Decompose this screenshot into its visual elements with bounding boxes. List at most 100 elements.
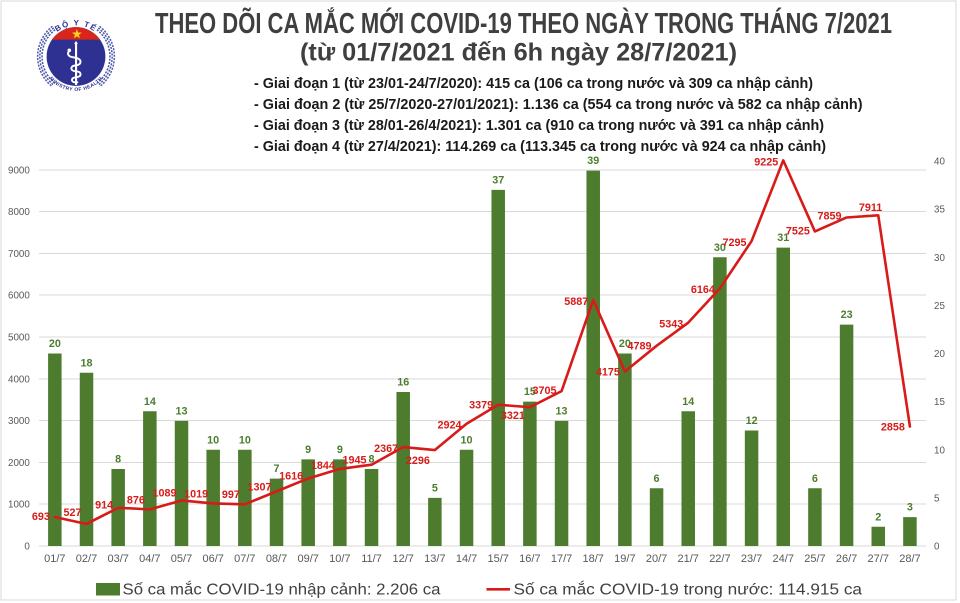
bar [808, 488, 822, 546]
phase-line-2: - Giai đoạn 2 (từ 25/7/2020-27/01/2021):… [254, 96, 863, 113]
chart-title-line2: (từ 01/7/2021 đến 6h ngày 28/7/2021) [300, 39, 737, 67]
line-value-label: 2296 [406, 455, 430, 467]
bar-value-label: 6 [654, 473, 660, 485]
bar [238, 449, 252, 546]
right-axis-tick-label: 20 [934, 349, 945, 360]
bar [206, 449, 220, 546]
right-axis-tick-label: 5 [934, 493, 940, 504]
bar [269, 478, 284, 546]
bar [554, 420, 569, 546]
phase-summary-block: - Giai đoạn 1 (từ 23/01-24/7/2020): 415 … [254, 75, 863, 155]
x-axis-date-label: 01/7 [44, 553, 65, 565]
logo-side-arcs [36, 25, 116, 88]
bar [174, 420, 189, 546]
bar-value-label: 16 [397, 377, 409, 389]
chart-legend: Số ca mắc COVID-19 nhập cảnh: 2.206 ca S… [96, 580, 862, 599]
line-value-label: 997 [222, 489, 240, 501]
bar-value-label: 12 [746, 415, 758, 427]
bar-value-label: 3 [907, 502, 913, 514]
line-value-label: 4789 [628, 341, 652, 353]
bar [776, 247, 790, 546]
bar-value-label: 10 [207, 434, 219, 446]
bar-value-label: 20 [619, 338, 631, 350]
line-value-label: 1019 [184, 488, 208, 500]
bar-value-label: 37 [492, 174, 504, 186]
bar [744, 430, 759, 546]
line-value-label: 3379 [469, 400, 493, 412]
chart-title-line1: THEO DÕI CA MẮC MỚI COVID-19 THEO NGÀY T… [155, 6, 892, 40]
x-axis-date-label: 14/7 [456, 553, 477, 565]
x-axis-date-label: 07/7 [234, 553, 255, 565]
x-axis-date-label: 16/7 [519, 553, 540, 565]
x-axis-date-label: 23/7 [741, 553, 762, 565]
x-axis-date-label: 08/7 [266, 553, 287, 565]
bar [396, 392, 410, 546]
line-value-label: 9225 [754, 156, 778, 168]
x-axis-date-label: 04/7 [139, 553, 160, 565]
x-axis-date-label: 24/7 [773, 553, 794, 565]
bar-value-label: 6 [812, 473, 818, 485]
left-axis-tick-label: 5000 [8, 333, 30, 344]
bar-value-label: 8 [115, 454, 121, 466]
x-axis-date-label: 06/7 [202, 553, 223, 565]
left-axis-tick-label: 1000 [8, 500, 30, 511]
bar [839, 324, 854, 546]
x-axis-date-label: 10/7 [329, 553, 350, 565]
x-axis-date-label: 18/7 [583, 553, 604, 565]
x-axis-date-label: 22/7 [709, 553, 730, 565]
line-value-label: 2367 [374, 443, 398, 455]
bar [428, 497, 442, 546]
line-value-label: 4175 [596, 366, 620, 378]
x-axis-date-label: 20/7 [646, 553, 667, 565]
bar-value-label: 9 [337, 444, 343, 456]
x-axis-date-label: 27/7 [868, 553, 889, 565]
phase-line-1: - Giai đoạn 1 (từ 23/01-24/7/2020): 415 … [254, 75, 813, 92]
line-value-label: 5887 [564, 296, 588, 308]
bar [79, 372, 94, 546]
line-value-label: 7911 [859, 202, 882, 214]
line-value-label: 7525 [786, 225, 810, 237]
line-value-label: 6164 [691, 284, 715, 296]
bar-value-label: 20 [49, 338, 61, 350]
bar-value-label: 7 [274, 463, 280, 475]
phase-line-4: - Giai đoạn 4 (từ 27/4/2021): 114.269 ca… [254, 138, 826, 155]
legend-bar-label: Số ca mắc COVID-19 nhập cảnh: 2.206 ca [123, 580, 441, 599]
ministry-of-health-logo: BỘ Y TẾ MINISTRY OF HEALTH [36, 18, 116, 93]
x-axis-date-label: 03/7 [107, 553, 128, 565]
line-value-label: 914 [95, 500, 113, 512]
line-value-label: 1945 [343, 455, 367, 467]
line-value-label: 1089 [152, 487, 176, 499]
line-value-label: 3321 [501, 410, 525, 422]
line-path [53, 159, 912, 526]
bar [871, 526, 886, 546]
bar [143, 411, 157, 546]
x-axis-date-label: 26/7 [836, 553, 857, 565]
bar [586, 170, 600, 546]
line-value-label: 876 [127, 494, 145, 506]
x-axis-date-label: 05/7 [171, 553, 192, 565]
bar [491, 189, 505, 546]
bar-value-label: 14 [682, 396, 694, 408]
axis-labels: 0 1000 2000 3000 4000 5000 6000 7000 8000 9000 0 5 1… [8, 157, 945, 566]
line-value-label: 7859 [818, 210, 842, 222]
bar [364, 469, 379, 546]
x-axis-date-label: 21/7 [678, 553, 699, 565]
logo-star-icon [72, 29, 82, 39]
bar [903, 517, 917, 546]
x-axis-date-label: 19/7 [614, 553, 635, 565]
legend-bar-swatch [96, 583, 120, 596]
left-axis-tick-label: 4000 [8, 374, 30, 385]
x-axis-date-label: 09/7 [297, 553, 318, 565]
legend-line-label: Số ca mắc COVID-19 trong nước: 114.915 c… [514, 580, 863, 599]
bar [333, 459, 347, 546]
bar-value-label: 10 [461, 434, 473, 446]
bar-value-label: 30 [714, 242, 726, 254]
bar [649, 488, 664, 546]
x-axis-date-label: 25/7 [804, 553, 825, 565]
line-value-label: 5343 [659, 319, 683, 331]
right-axis-tick-label: 15 [934, 397, 945, 408]
phase-line-3: - Giai đoạn 3 (từ 28/01-26/4/2021): 1.30… [254, 117, 824, 134]
right-axis-tick-label: 30 [934, 253, 945, 264]
line-value-label: 1844 [311, 460, 335, 472]
